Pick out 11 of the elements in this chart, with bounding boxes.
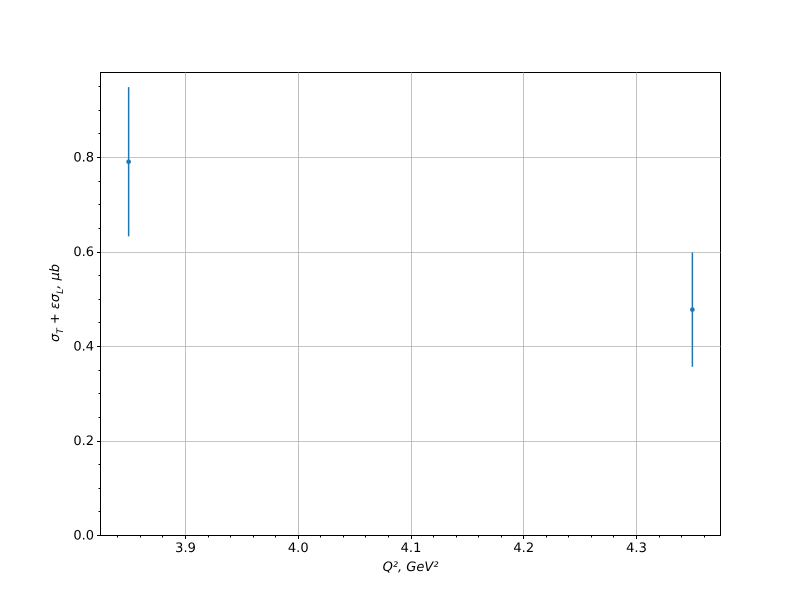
- y-tick-label: 0.8: [73, 150, 94, 166]
- x-tick-label: 4.2: [513, 541, 534, 556]
- y-tick-label: 0.4: [73, 340, 94, 355]
- y-tick-label: 0.0: [73, 528, 94, 544]
- x-tick-label: 4.3: [626, 541, 647, 556]
- x-tick-label: 3.9: [175, 541, 196, 556]
- y-tick-label: 0.6: [73, 245, 94, 260]
- y-tick-label: 0.2: [73, 434, 94, 450]
- x-tick-label: 4.0: [288, 541, 309, 556]
- x-tick-label: 4.1: [400, 541, 422, 556]
- x-axis-title: Q², GeV²: [382, 560, 438, 575]
